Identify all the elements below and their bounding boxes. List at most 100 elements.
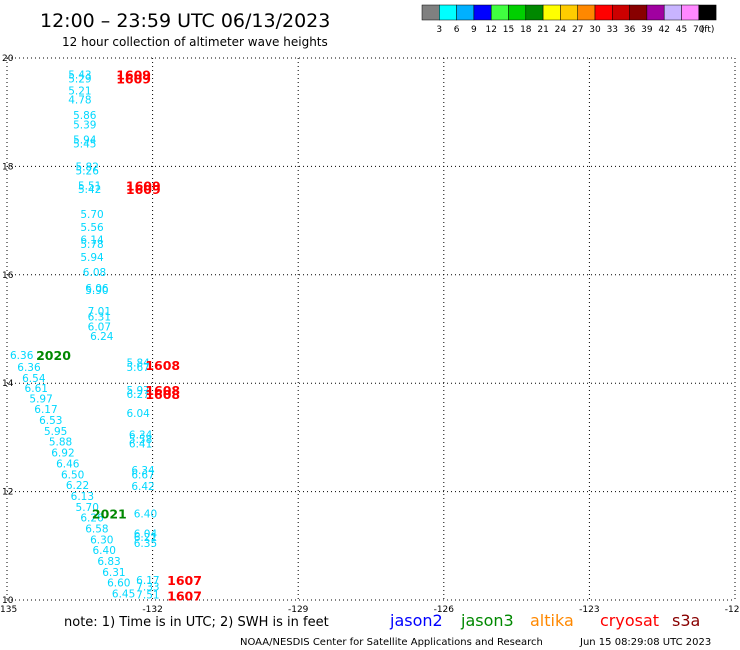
wave-height-value: 6.34 [129,430,153,442]
colorbar-label: 9 [471,25,477,35]
wave-height-value: 6.21 [134,532,157,544]
wave-height-value: 5.51 [78,180,101,192]
wave-height-value: 6.58 [85,523,108,535]
credit-text: NOAA/NESDIS Center for Satellite Applica… [240,637,543,648]
wave-height-value: 6.50 [61,469,84,481]
pass-time-label: 1608 [145,358,180,373]
colorbar-swatch [663,4,682,21]
wave-height-value: 7.01 [88,306,111,318]
colorbar-label: 42 [658,25,669,35]
colorbar-label: 18 [520,25,532,35]
colorbar-label: 27 [572,25,583,35]
colorbar-swatch [439,4,457,21]
plot-area: -135 -132 -129 -126 -123 -120 10 12 14 16 18 20 5.… [0,54,740,615]
wave-height-value: 6.34 [131,465,155,477]
colorbar-swatch [681,4,700,21]
wave-height-value: 5.45 [73,139,96,151]
wave-height-value: 7.51 [136,590,159,602]
wave-height-value: 5.26 [76,166,100,178]
x-tick-label: -126 [434,605,455,615]
x-tick-label: -132 [142,605,162,615]
wave-height-value: 6.22 [66,480,89,492]
y-tick-label: 18 [2,162,14,172]
colorbar-label: 39 [641,25,653,35]
wave-height-value: 6.31 [88,312,111,324]
wave-height-value: 5.29 [68,74,91,86]
wave-height-value: 6.27 [126,389,149,401]
pass-time-label: 2020 [36,348,71,363]
colorbar-label: 36 [624,25,636,35]
wave-height-value: 6.06 [85,283,109,295]
wave-height-value: 6.36 [17,362,41,374]
colorbar-unit: (ft) [701,25,715,35]
color-scale-legend: 3 6 9 12 15 18 21 24 27 30 33 36 39 42 45 70(ft) [421,4,717,35]
wave-height-value: 6.45 [112,588,135,600]
wave-height-value: 5.70 [76,502,99,514]
wave-height-value: 6.30 [90,534,113,546]
wave-height-value: 5.70 [80,209,103,221]
wave-height-value: 6.07 [88,321,111,333]
colorbar-label: 21 [537,25,548,35]
wave-height-value: 6.04 [134,528,158,540]
pass-time-label: 1609 [126,182,161,197]
wave-height-value: 6.13 [71,491,94,503]
x-tick-label: -123 [579,605,599,615]
colorbar-swatch [646,4,665,21]
pass-time-label: 1608 [145,387,180,402]
satellite-s3a: s3a [672,611,700,630]
wave-height-value: 5.94 [80,252,104,264]
wave-height-value: 6.14 [80,235,104,247]
pass-time-label: 2021 [92,506,127,521]
chart-title: 12:00 – 23:59 UTC 06/13/2023 [40,10,330,32]
satellite-altika: altika [530,611,574,630]
wave-height-value: 5.21 [68,86,91,98]
pass-time-label: 1609 [126,178,161,193]
wave-height-value: 6.54 [22,373,46,385]
x-tick-label: -135 [0,605,17,615]
y-tick-label: 20 [2,54,14,64]
colorbar-label: 45 [676,25,687,35]
wave-height-value: 6.17 [34,404,57,416]
y-axis-ticks: 10 12 14 16 18 20 [2,54,14,606]
pass-time-label: 1608 [145,383,180,398]
colorbar-swatch [542,4,561,21]
x-tick-label: -129 [288,605,309,615]
wave-height-value: 5.42 [78,184,101,196]
wave-height-value: 6.24 [90,331,114,343]
colorbar-label: 3 [436,25,442,35]
colorbar-label: 24 [555,25,567,35]
wave-height-value: 5.86 [73,110,97,122]
colorbar-label: 30 [589,25,601,35]
colorbar-label: 12 [485,25,496,35]
colorbar-swatch [525,4,544,21]
y-tick-label: 10 [2,596,14,606]
wave-height-value: 5.58 [129,434,152,446]
wave-height-value: 5.97 [29,393,52,405]
wave-height-value: 6.92 [51,448,74,460]
wave-height-value: 6.61 [25,383,48,395]
wave-height-value: 6.35 [134,538,157,550]
pass-time-labels: 1609160916091609160816081608160716072020… [36,67,202,603]
wave-height-value: 6.53 [39,415,62,427]
wave-height-value: 5.82 [76,161,99,173]
wave-height-value: 6.60 [107,578,130,590]
wave-height-value: 5.88 [49,437,72,449]
wave-height-value: 6.46 [56,458,80,470]
pass-time-label: 1609 [116,67,151,82]
wave-height-value: 5.39 [73,120,96,132]
x-tick-label: -120 [725,605,740,615]
colorbar-swatch [594,4,613,21]
pass-time-label: 1607 [167,573,202,588]
x-axis-ticks: -135 -132 -129 -126 -123 -120 [0,605,740,615]
generated-timestamp: Jun 15 08:29:08 UTC 2023 [579,637,711,648]
wave-height-labels: 5.435.295.214.785.865.395.945.455.825.26… [10,69,160,601]
wave-height-value: 6.83 [97,556,120,568]
colorbar-label: 6 [454,25,460,35]
satellite-cryosat: cryosat [600,611,659,630]
wave-height-value: 6.08 [83,267,106,279]
colorbar-swatch [560,4,578,21]
colorbar-label: 33 [607,25,618,35]
y-tick-label: 16 [2,271,14,281]
wave-height-value: 6.40 [134,508,157,520]
colorbar-label: 15 [503,25,514,35]
